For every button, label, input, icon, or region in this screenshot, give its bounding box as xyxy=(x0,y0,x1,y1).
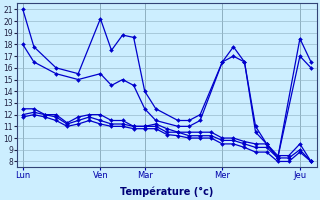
X-axis label: Température (°c): Température (°c) xyxy=(120,186,213,197)
